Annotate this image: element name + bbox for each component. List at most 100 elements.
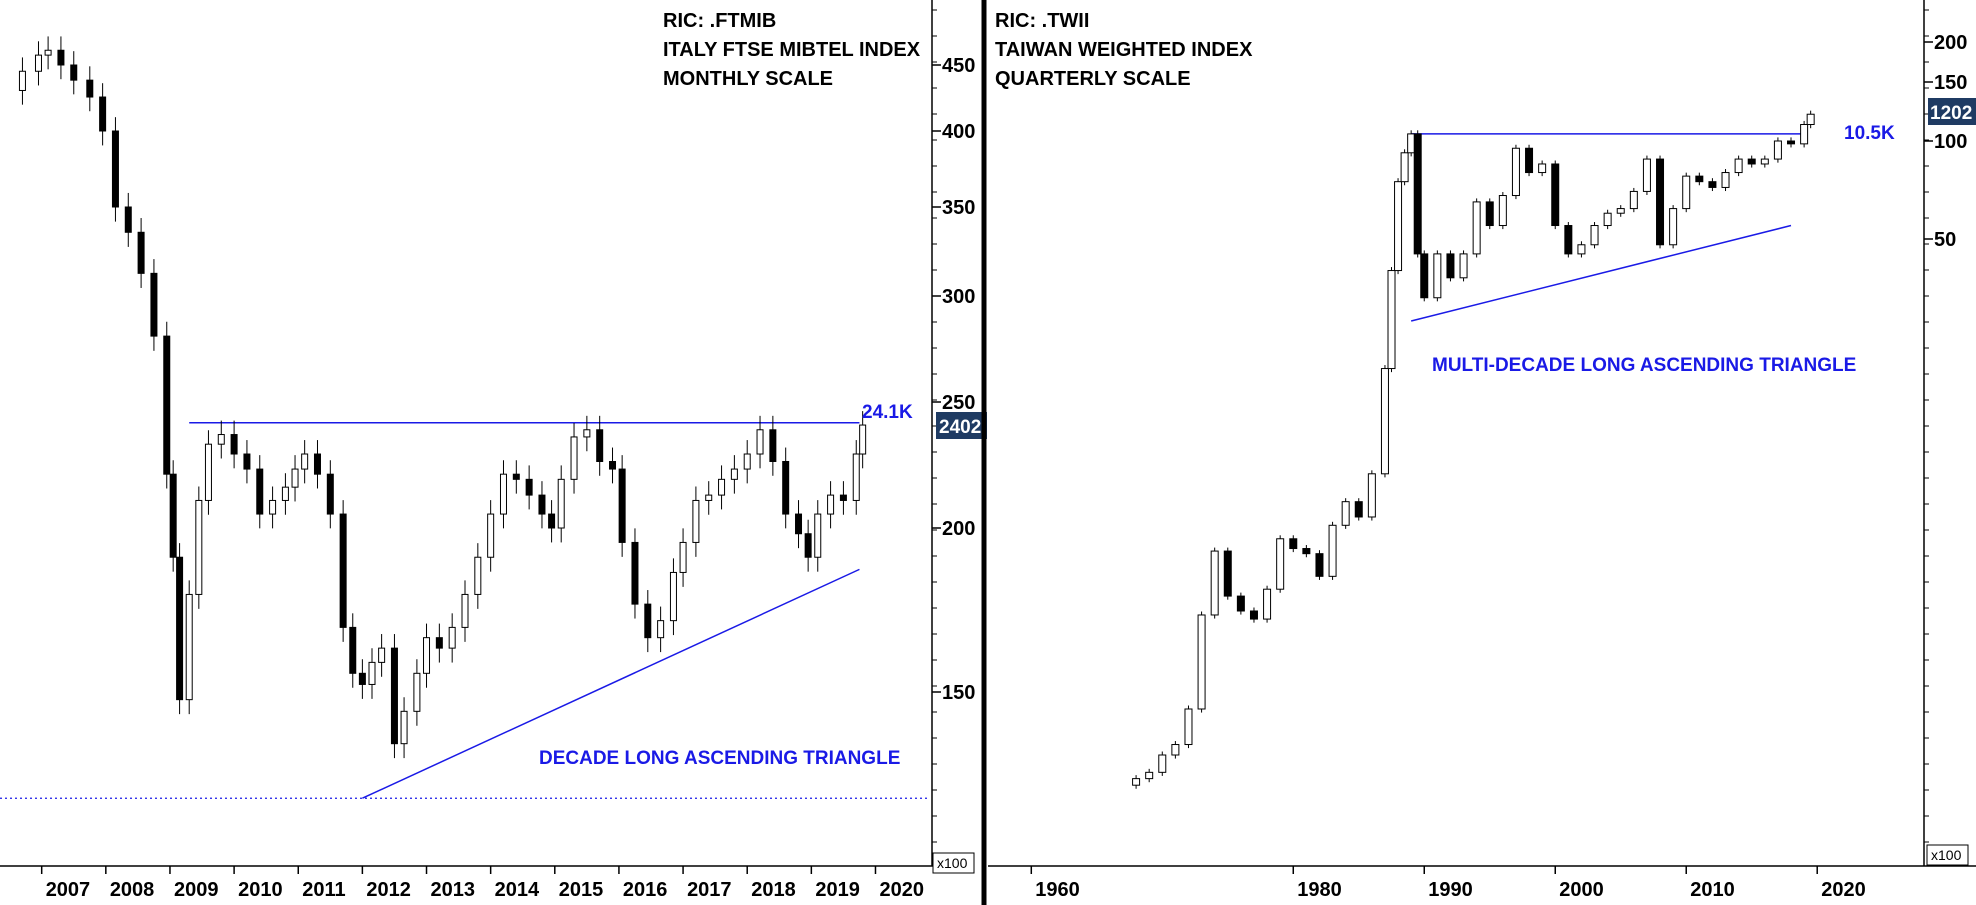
ftmib-x-tick-label: 2019	[815, 879, 860, 901]
twii-candle-body	[1249, 610, 1258, 620]
twii-chart: RIC: .TWII TAIWAN WEIGHTED INDEX QUARTER…	[988, 0, 1976, 901]
twii-candle-body	[1472, 201, 1481, 255]
twii-candle-body	[1394, 181, 1403, 272]
twii-candle-body	[1656, 158, 1665, 246]
twii-multiplier-box	[1926, 844, 1969, 866]
ftmib-x-tick-label: 2016	[623, 879, 668, 901]
ftmib-y-tick-label: 150	[942, 682, 975, 704]
ftmib-candle-body	[548, 513, 556, 529]
ftmib-candle-body	[618, 468, 626, 543]
ftmib-candle-body	[730, 468, 738, 480]
ftmib-x-tick-label: 2014	[495, 879, 540, 901]
ftmib-x-tick-label: 2015	[559, 879, 604, 901]
ftmib-candle-body	[631, 541, 639, 605]
ftmib-candle-body	[609, 460, 617, 470]
twii-candle-body	[1184, 708, 1193, 746]
twii-candle-body	[1420, 253, 1429, 299]
ftmib-candle-body	[718, 478, 726, 496]
twii-candle-body	[1263, 588, 1272, 620]
ftmib-y-tick-label: 350	[942, 197, 975, 219]
twii-candle-body	[1446, 253, 1455, 279]
ftmib-candle-body	[692, 499, 700, 543]
ftmib-candle-body	[852, 453, 860, 501]
twii-candle-body	[1577, 244, 1586, 255]
ftmib-trendlines	[0, 421, 930, 799]
twii-candle-body	[1721, 172, 1730, 188]
ftmib-candle-body	[435, 637, 443, 649]
twii-candle-body	[1682, 175, 1691, 210]
ftmib-candle-body	[313, 453, 321, 475]
ftmib-last-price-label: 2402	[939, 417, 981, 438]
ftmib-multiplier-box	[932, 852, 975, 874]
ftmib-candle-body	[124, 206, 132, 233]
ftmib-candle-body	[185, 593, 193, 701]
twii-candle-body	[1538, 163, 1547, 174]
twii-candles	[1132, 110, 1815, 789]
twii-candle-body	[1787, 140, 1796, 145]
ftmib-candle-body	[423, 637, 431, 674]
twii-candle-body	[1806, 113, 1815, 126]
ftmib-candle-body	[827, 494, 835, 515]
ftmib-x-tick-label: 2017	[687, 879, 732, 901]
twii-candle-body	[1551, 163, 1560, 227]
twii-candle-body	[1590, 225, 1599, 246]
ftmib-candle-body	[413, 672, 421, 712]
ftmib-candle-body	[756, 429, 764, 455]
twii-candle-body	[1197, 614, 1206, 710]
ftmib-candle-body	[18, 70, 26, 91]
ftmib-candle-body	[70, 64, 78, 81]
ftmib-candle-body	[169, 473, 177, 558]
ftmib-candle-body	[448, 626, 456, 649]
ftmib-candle-body	[368, 661, 376, 685]
ftmib-candle-body	[378, 647, 386, 663]
ftmib-candle-body	[474, 556, 482, 595]
twii-y-tick-label: 200	[1934, 32, 1967, 54]
ftmib-candle-body	[34, 54, 42, 72]
ftmib-candle-body	[176, 556, 184, 701]
ftmib-candle-body	[111, 130, 119, 208]
twii-candle-body	[1695, 175, 1704, 183]
twii-x-tick-label: 2010	[1690, 879, 1735, 901]
twii-last-price-label: 1202	[1930, 103, 1972, 124]
twii-candle-body	[1236, 595, 1245, 612]
twii-candle-body	[1132, 778, 1141, 786]
twii-candle-body	[1407, 133, 1416, 154]
ftmib-candle-body	[657, 620, 665, 639]
ftmib-candle-body	[583, 429, 591, 438]
ftmib-scale-label: MONTHLY SCALE	[663, 68, 833, 90]
ftmib-pattern-label: DECADE LONG ASCENDING TRIANGLE	[539, 748, 900, 769]
twii-trendlines	[1410, 133, 1805, 322]
twii-candle-body	[1289, 538, 1298, 550]
ftmib-header: RIC: .FTMIB ITALY FTSE MIBTEL INDEX MONT…	[663, 10, 921, 90]
twii-candle-body	[1413, 133, 1422, 255]
twii-scale-label: QUARTERLY SCALE	[995, 68, 1191, 90]
twii-x-axis: 1960 1980 1990 2000 2010 2020	[1030, 866, 1866, 901]
twii-candle-body	[1498, 195, 1507, 227]
twii-candle-body	[1642, 158, 1651, 192]
twii-candle-body	[1354, 501, 1363, 518]
ftmib-candle-body	[349, 626, 357, 674]
ftmib-chart: RIC: .FTMIB ITALY FTSE MIBTEL INDEX MONT…	[0, 0, 987, 901]
twii-candle-body	[1380, 368, 1389, 475]
ftmib-x-tick-label: 2011	[302, 879, 345, 901]
ftmib-candle-body	[269, 499, 277, 515]
ftmib-candle-body	[281, 486, 289, 501]
twii-candle-body	[1387, 270, 1396, 370]
ftmib-candles	[18, 36, 867, 759]
ftmib-x-tick-label: 2018	[751, 879, 796, 901]
ftmib-candle-body	[525, 478, 533, 496]
twii-candle-body	[1433, 253, 1442, 299]
ftmib-candle-body	[743, 453, 751, 470]
ftmib-candle-body	[461, 593, 469, 628]
twii-y-axis: 200 150 100 50	[1923, 0, 1967, 866]
ftmib-x-tick-label: 2020	[879, 879, 924, 901]
ftmib-candle-body	[195, 499, 203, 595]
twii-y-tick-label: 150	[1934, 72, 1967, 94]
ftmib-candle-body	[804, 533, 812, 558]
twii-x-tick-label: 1990	[1428, 879, 1473, 901]
twii-x-tick-label: 1980	[1297, 879, 1342, 901]
twii-ric-label: RIC: .TWII	[995, 10, 1089, 32]
ftmib-candle-body	[782, 460, 790, 515]
ftmib-candle-body	[400, 710, 408, 745]
twii-candle-body	[1773, 140, 1782, 160]
